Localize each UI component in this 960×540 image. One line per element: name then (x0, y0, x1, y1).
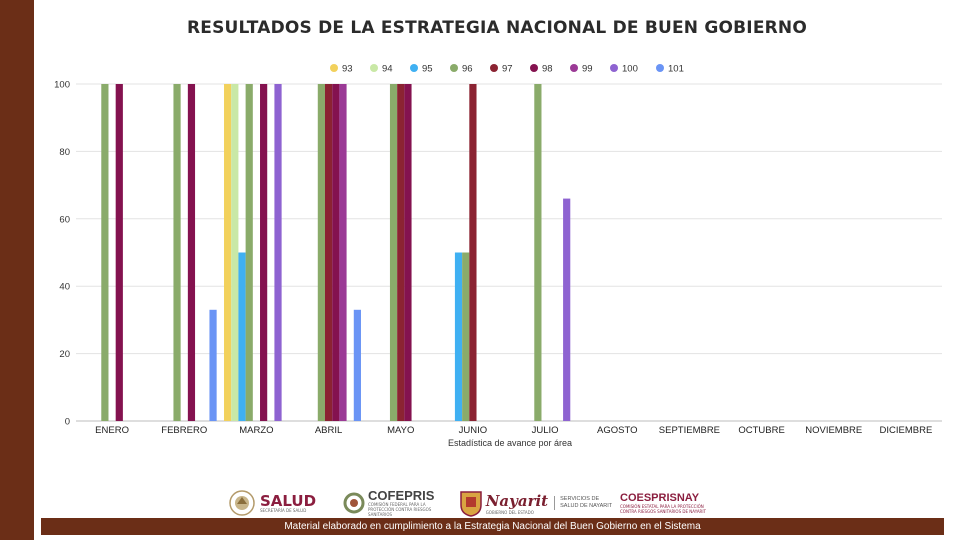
bar-98-enero (115, 84, 123, 421)
bar-100-julio (563, 198, 571, 421)
legend-label-97: 97 (502, 64, 513, 75)
legend-marker-94 (370, 64, 378, 72)
x-tick-label: OCTUBRE (738, 425, 784, 436)
chart-legend: 93 94 95 96 97 98 99 100 101 (330, 64, 684, 75)
x-tick-label: JUNIO (459, 425, 488, 436)
bar-98-febrero (187, 84, 196, 421)
legend-label-100: 100 (622, 64, 638, 75)
bar-96-junio (462, 252, 470, 421)
y-tick-label: 80 (59, 147, 70, 158)
x-axis-ticks: ENERO FEBRERO MARZO ABRIL MAYO JUNIO JULIO AGOS… (95, 425, 932, 436)
salud-logo: SALUD SECRETARÍA DE SALUD (228, 488, 333, 518)
cofepris-logo-subtitle: COMISIÓN FEDERAL PARA LA PROTECCIÓN CONT… (368, 502, 432, 517)
salud-seal-icon (229, 490, 255, 516)
x-tick-label: JULIO (532, 425, 559, 436)
bar-101-abril (353, 309, 361, 421)
y-tick-label: 40 (59, 282, 70, 293)
bar-96-mayo (389, 84, 398, 421)
y-axis-ticks: 0 20 40 60 80 100 (54, 80, 70, 428)
cofepris-logo-text: COFEPRIS (368, 488, 435, 503)
bar-96-enero (101, 84, 109, 421)
bar-93-marzo (224, 84, 232, 421)
legend-label-98: 98 (542, 64, 553, 75)
legend-marker-93 (330, 64, 338, 72)
legend-label-94: 94 (382, 64, 393, 75)
salud-logo-subtitle: SECRETARÍA DE SALUD (260, 507, 307, 513)
bar-95-marzo (238, 252, 246, 421)
logo-strip: SALUD SECRETARÍA DE SALUD COFEPRIS COMIS… (228, 488, 718, 518)
bar-97-abril (324, 84, 333, 421)
chart-bars (101, 84, 571, 421)
bar-99-abril (339, 84, 347, 421)
bar-98-marzo (260, 84, 268, 421)
legend-label-96: 96 (462, 64, 473, 75)
legend-label-101: 101 (668, 64, 684, 75)
y-tick-label: 100 (54, 80, 70, 91)
y-tick-label: 60 (59, 214, 70, 225)
salud-logo-text: SALUD (260, 491, 317, 510)
x-tick-label: SEPTIEMBRE (659, 425, 720, 436)
y-tick-label: 20 (59, 349, 70, 360)
x-tick-label: NOVIEMBRE (805, 425, 862, 436)
legend-marker-98 (530, 64, 538, 72)
bar-97-mayo (397, 84, 405, 421)
chart-title: RESULTADOS DE LA ESTRATEGIA NACIONAL DE … (186, 18, 808, 38)
bar-95-junio (454, 252, 463, 421)
nayarit-logo: Nayarit GOBIERNO DEL ESTADO SERVICIOS DE… (458, 488, 613, 518)
legend-marker-95 (410, 64, 418, 72)
bar-96-julio (534, 84, 542, 421)
chart-grid (76, 83, 942, 422)
legend-marker-100 (610, 64, 618, 72)
footer-banner: Material elaborado en cumplimiento a la … (41, 518, 944, 535)
legend-marker-99 (570, 64, 578, 72)
x-tick-label: DICIEMBRE (880, 425, 933, 436)
legend-marker-97 (490, 64, 498, 72)
legend-label-93: 93 (342, 64, 353, 75)
coesprisnay-logo-text: COESPRISNAY (620, 491, 700, 504)
y-tick-label: 0 (65, 417, 70, 428)
cofepris-emblem-icon (343, 492, 365, 514)
bar-96-marzo (245, 84, 253, 421)
bar-98-mayo (404, 84, 412, 421)
coesprisnay-logo-subtitle: COMISIÓN ESTATAL PARA LA PROTECCIÓN CONT… (620, 503, 706, 514)
x-tick-label: FEBRERO (161, 425, 207, 436)
bar-100-marzo (274, 84, 282, 421)
nayarit-logo-text: Nayarit (485, 491, 549, 510)
legend-label-95: 95 (422, 64, 433, 75)
x-tick-label: ABRIL (315, 425, 342, 436)
bar-chart: 93 94 95 96 97 98 99 100 101 ENERO FEBRERO MARZO AB… (54, 64, 942, 448)
left-accent-bar (0, 0, 34, 540)
bar-94-marzo (231, 84, 239, 421)
legend-label-99: 99 (582, 64, 593, 75)
x-tick-label: ENERO (95, 425, 129, 436)
bar-97-junio (469, 84, 477, 421)
x-tick-label: MAYO (387, 425, 414, 436)
bar-101-febrero (209, 309, 217, 421)
nayarit-shield-icon (460, 491, 482, 517)
coesprisnay-logo: COESPRISNAY COMISIÓN ESTATAL PARA LA PRO… (620, 488, 720, 518)
x-tick-label: AGOSTO (597, 425, 637, 436)
legend-marker-101 (656, 64, 664, 72)
servicios-salud-nayarit-text: SERVICIOS DE SALUD DE NAYARIT (560, 496, 613, 509)
cofepris-logo: COFEPRIS COMISIÓN FEDERAL PARA LA PROTEC… (343, 488, 458, 518)
bar-96-abril (317, 84, 325, 421)
x-tick-label: MARZO (239, 425, 273, 436)
nayarit-logo-subtitle: GOBIERNO DEL ESTADO (485, 509, 534, 515)
x-axis-label: Estadística de avance por área (448, 438, 572, 448)
bar-96-febrero (173, 84, 181, 421)
legend-marker-96 (450, 64, 458, 72)
bar-98-abril (332, 84, 340, 421)
